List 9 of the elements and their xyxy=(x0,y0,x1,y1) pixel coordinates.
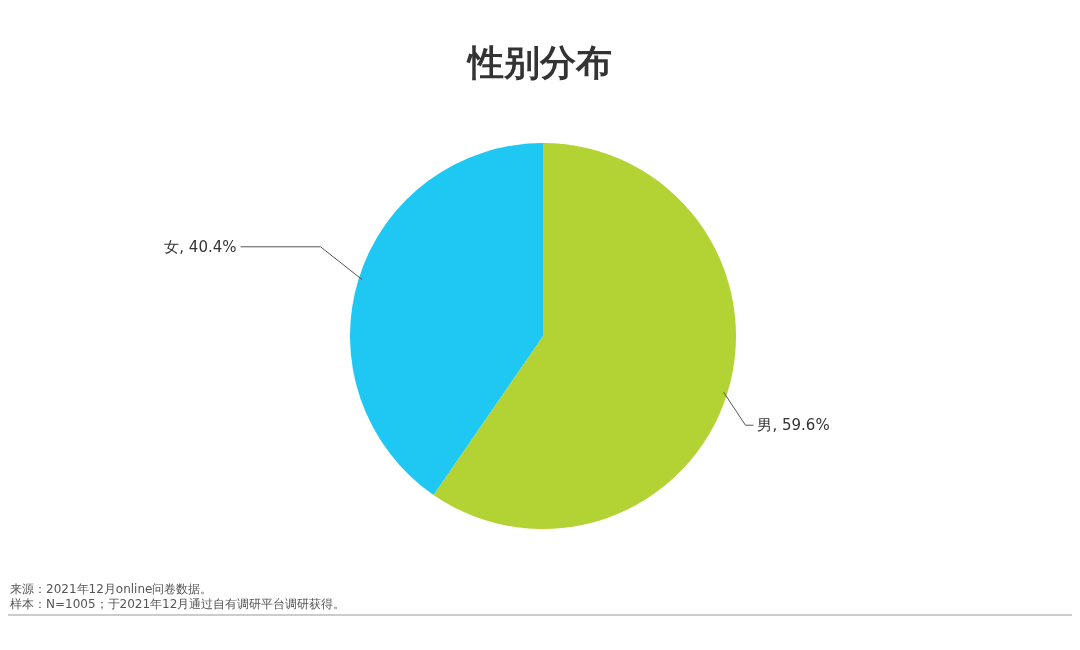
data-label: , 59.6% xyxy=(772,416,830,435)
pie-slice xyxy=(433,143,736,529)
pie-slice xyxy=(350,143,543,495)
data-label: , 40.4% xyxy=(179,237,237,256)
slice-label: 女 xyxy=(164,237,180,256)
text: 样本：N=1005；于2021年12月通过自有调研平台调研获得。 xyxy=(10,597,346,611)
slice-label: 男 xyxy=(757,416,773,435)
source-note: 来源：2021年12月online问卷数据。 xyxy=(10,582,213,596)
chart-title: 性别分布 xyxy=(466,42,612,83)
